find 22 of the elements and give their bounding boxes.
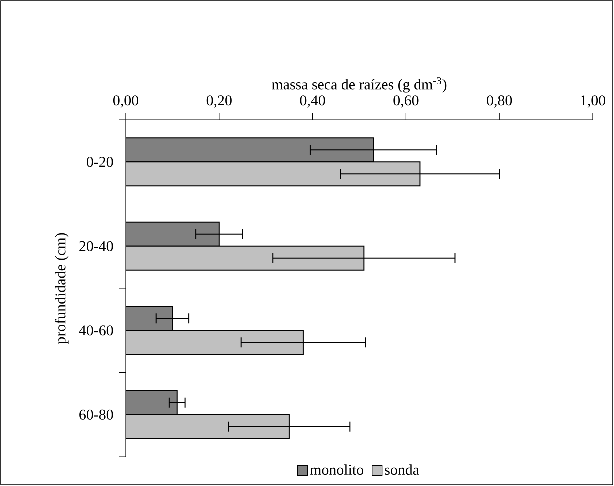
x-tick-label: 1,00	[581, 96, 606, 108]
bar	[126, 414, 290, 440]
y-tick-label: 60-80	[80, 410, 114, 420]
x-tick-label: 0,60	[394, 96, 419, 108]
bar	[126, 222, 220, 247]
bar	[126, 330, 304, 356]
x-tick-label: 0,20	[206, 96, 232, 108]
bar	[126, 246, 365, 271]
legend-label: sonda	[385, 464, 420, 476]
bar	[126, 306, 174, 332]
bar	[126, 138, 374, 163]
y-axis-title: profundidade (cm)	[55, 233, 69, 344]
x-tick-label: 0,40	[300, 96, 326, 108]
y-tick-label: 0-20	[86, 157, 114, 168]
x-axis-title: massa seca de raízes (g dm$^{-3}$)	[272, 77, 447, 93]
legend-label: monolito	[310, 464, 364, 476]
x-tick-label: 0,00	[113, 96, 139, 108]
x-tick-label: 0,80	[487, 96, 512, 108]
bar	[126, 390, 178, 416]
y-tick-label: 40-60	[79, 326, 114, 336]
bar	[126, 162, 421, 187]
y-tick-label: 20-40	[80, 241, 114, 252]
